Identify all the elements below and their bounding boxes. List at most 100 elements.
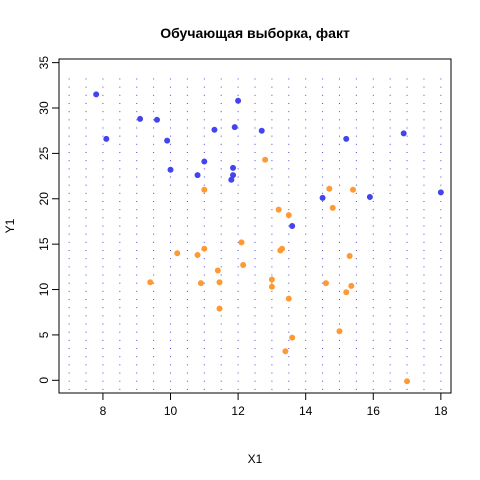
grid-dot [271, 348, 272, 349]
grid-dot [119, 348, 120, 349]
grid-dot [271, 315, 272, 316]
grid-dot-column-11 [255, 78, 256, 389]
grid-dot [423, 266, 424, 267]
data-point [344, 290, 349, 295]
grid-dot [136, 78, 137, 79]
grid-dot [440, 201, 441, 202]
grid-dot [102, 315, 103, 316]
grid-dot [170, 87, 171, 88]
grid-dot [255, 307, 256, 308]
grid-dot [102, 356, 103, 357]
grid-dot [356, 95, 357, 96]
grid-dot [407, 275, 408, 276]
data-point [262, 157, 267, 162]
grid-dot [407, 356, 408, 357]
grid-dot [238, 226, 239, 227]
grid-dot [339, 373, 340, 374]
grid-dot [153, 119, 154, 120]
grid-dot [339, 119, 340, 120]
grid-dot [356, 185, 357, 186]
grid-dot [102, 136, 103, 137]
grid-dot [288, 226, 289, 227]
grid-dot [102, 160, 103, 161]
grid-dot [153, 373, 154, 374]
y-tick-label: 10 [37, 283, 51, 297]
grid-dot [69, 176, 70, 177]
grid-dot [339, 340, 340, 341]
grid-dot [204, 201, 205, 202]
grid-dot [221, 266, 222, 267]
data-point [269, 284, 274, 289]
grid-dot [153, 152, 154, 153]
data-point [289, 223, 294, 228]
grid-dot [86, 103, 87, 104]
grid-dot [153, 250, 154, 251]
grid-dot-column-14 [305, 78, 306, 389]
grid-dot [305, 373, 306, 374]
grid-dot [288, 348, 289, 349]
grid-dot [69, 95, 70, 96]
grid-dot [423, 364, 424, 365]
grid-dot [440, 185, 441, 186]
grid-dot [288, 103, 289, 104]
grid-dot [271, 226, 272, 227]
grid-dot [119, 201, 120, 202]
grid-dot [407, 364, 408, 365]
grid-dot [119, 332, 120, 333]
grid-dot [255, 291, 256, 292]
grid-dot [255, 176, 256, 177]
grid-dot [187, 111, 188, 112]
grid-dot [221, 185, 222, 186]
grid-dot [356, 152, 357, 153]
grid-dot [339, 258, 340, 259]
grid-dot-column-17 [356, 78, 357, 389]
grid-dot [170, 315, 171, 316]
grid-dot [86, 209, 87, 210]
grid-dot [187, 87, 188, 88]
grid-dot [305, 364, 306, 365]
grid-dot [255, 168, 256, 169]
grid-dot [271, 250, 272, 251]
grid-dot [407, 340, 408, 341]
grid-dot [204, 258, 205, 259]
grid-dot [322, 389, 323, 390]
grid-dot [390, 324, 391, 325]
grid-dot [86, 348, 87, 349]
grid-dot [86, 299, 87, 300]
grid-dot [390, 283, 391, 284]
grid-dot [390, 209, 391, 210]
grid-dot [356, 242, 357, 243]
data-point [195, 252, 200, 257]
grid-dot [119, 185, 120, 186]
grid-dot [238, 209, 239, 210]
grid-dots [69, 78, 442, 389]
grid-dot [187, 275, 188, 276]
x-tick-label: 12 [231, 404, 245, 418]
grid-dot [271, 324, 272, 325]
grid-dot [339, 95, 340, 96]
grid-dot [102, 283, 103, 284]
grid-dot [69, 127, 70, 128]
grid-dot [440, 356, 441, 357]
grid-dot [153, 185, 154, 186]
grid-dot [69, 373, 70, 374]
grid-dot [356, 176, 357, 177]
grid-dot [288, 258, 289, 259]
grid-dot [69, 275, 70, 276]
grid-dot [170, 299, 171, 300]
data-point [240, 262, 245, 267]
grid-dot [373, 160, 374, 161]
grid-dot [271, 136, 272, 137]
grid-dot [305, 324, 306, 325]
grid-dot [102, 389, 103, 390]
grid-dot [373, 381, 374, 382]
grid-dot [187, 201, 188, 202]
grid-dot-column-8 [204, 78, 205, 389]
grid-dot [136, 234, 137, 235]
grid-dot [69, 111, 70, 112]
grid-dot [187, 356, 188, 357]
grid-dot [221, 103, 222, 104]
grid-dot [136, 266, 137, 267]
grid-dot [423, 127, 424, 128]
grid-dot [221, 217, 222, 218]
